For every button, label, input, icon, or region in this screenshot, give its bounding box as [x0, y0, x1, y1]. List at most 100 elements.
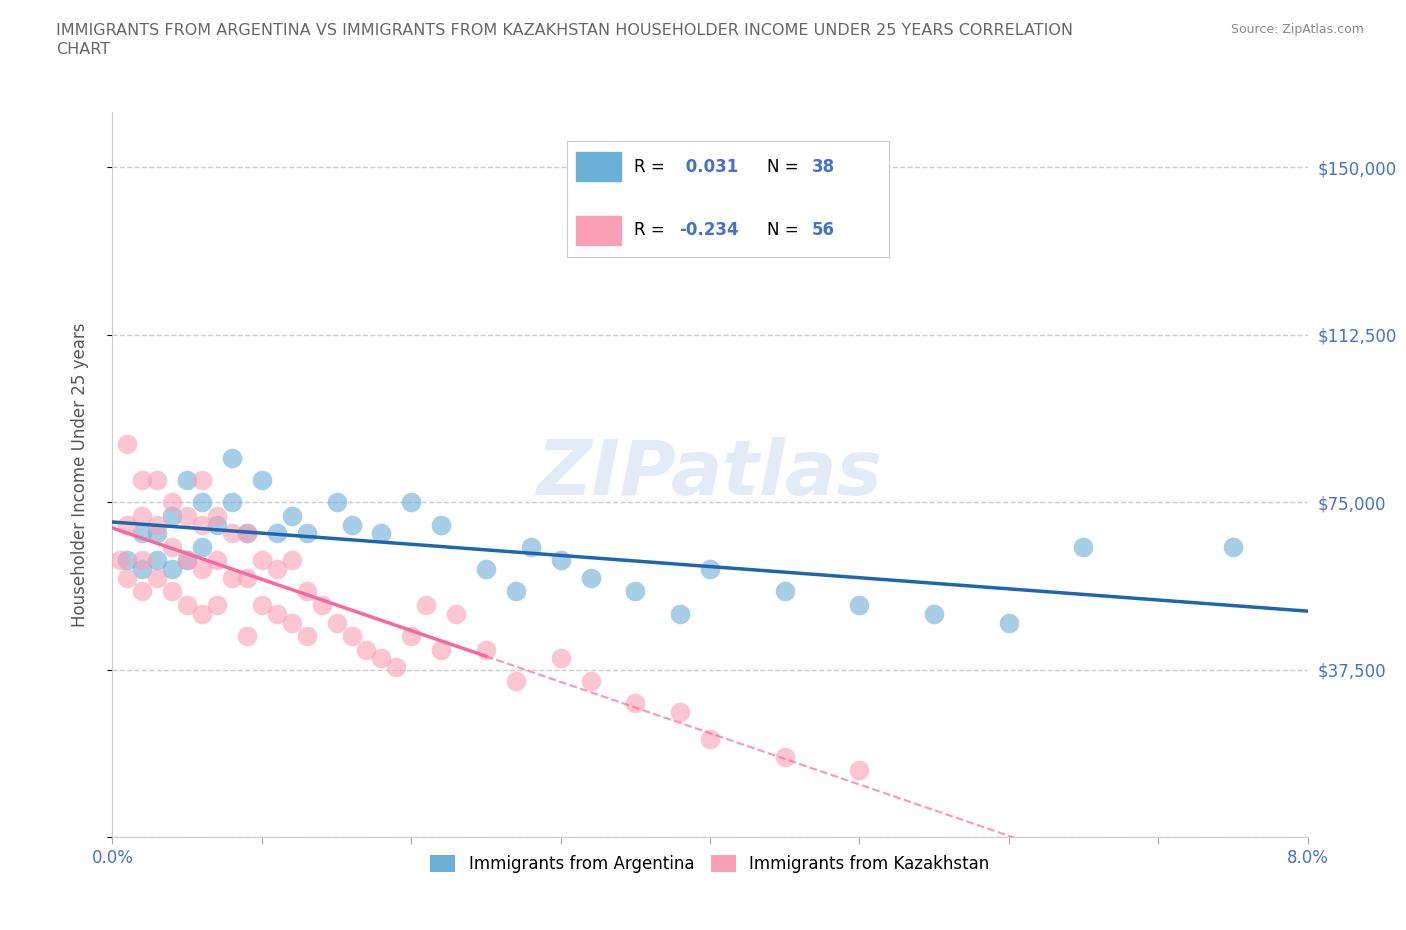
Point [295, 584, 318, 599]
Point [236, 571, 259, 586]
Point [250, 552, 273, 567]
Text: CHART: CHART [56, 42, 110, 57]
Point [266, 526, 288, 541]
Point [340, 629, 363, 644]
Point [131, 472, 153, 487]
Point [669, 606, 692, 621]
Point [415, 597, 437, 612]
Point [205, 508, 228, 523]
Point [401, 495, 423, 510]
Point [281, 552, 304, 567]
Point [176, 597, 198, 612]
Point [998, 616, 1021, 631]
Point [176, 552, 198, 567]
Text: Source: ZipAtlas.com: Source: ZipAtlas.com [1230, 23, 1364, 36]
Point [922, 606, 945, 621]
Point [162, 495, 183, 510]
Point [162, 584, 183, 599]
Point [1222, 539, 1244, 554]
Point [848, 597, 870, 612]
Point [266, 562, 288, 577]
Point [131, 584, 153, 599]
Point [191, 472, 214, 487]
Point [325, 616, 347, 631]
Point [370, 651, 392, 666]
Point [505, 584, 527, 599]
Point [108, 552, 131, 567]
Point [773, 584, 796, 599]
Point [520, 539, 543, 554]
Point [236, 629, 259, 644]
Point [117, 552, 139, 567]
Point [191, 562, 214, 577]
Point [146, 552, 169, 567]
Point [281, 508, 304, 523]
Point [311, 597, 333, 612]
Point [191, 539, 214, 554]
Point [117, 571, 139, 586]
Point [162, 562, 183, 577]
Point [385, 660, 408, 675]
Point [579, 673, 602, 688]
Point [236, 526, 259, 541]
Point [624, 696, 647, 711]
Text: ZIPatlas: ZIPatlas [537, 437, 883, 512]
Point [205, 597, 228, 612]
Point [370, 526, 392, 541]
Point [550, 552, 572, 567]
Text: IMMIGRANTS FROM ARGENTINA VS IMMIGRANTS FROM KAZAKHSTAN HOUSEHOLDER INCOME UNDER: IMMIGRANTS FROM ARGENTINA VS IMMIGRANTS … [56, 23, 1073, 38]
Point [250, 597, 273, 612]
Point [131, 562, 153, 577]
Legend: Immigrants from Argentina, Immigrants from Kazakhstan: Immigrants from Argentina, Immigrants fr… [423, 848, 997, 880]
Point [131, 526, 153, 541]
Point [176, 552, 198, 567]
Point [699, 562, 721, 577]
Point [266, 606, 288, 621]
Point [579, 571, 602, 586]
Point [221, 495, 243, 510]
Point [401, 629, 423, 644]
Point [146, 517, 169, 532]
Point [550, 651, 572, 666]
Point [221, 450, 243, 465]
Point [340, 517, 363, 532]
Point [191, 495, 214, 510]
Point [430, 517, 453, 532]
Point [669, 705, 692, 720]
Point [162, 508, 183, 523]
Point [146, 571, 169, 586]
Point [624, 584, 647, 599]
Point [475, 562, 498, 577]
Point [475, 642, 498, 657]
Point [146, 526, 169, 541]
Point [176, 472, 198, 487]
Point [205, 517, 228, 532]
Y-axis label: Householder Income Under 25 years: Householder Income Under 25 years [70, 322, 89, 627]
Point [295, 526, 318, 541]
Point [356, 642, 378, 657]
Point [444, 606, 467, 621]
Point [773, 750, 796, 764]
Point [205, 552, 228, 567]
Point [250, 472, 273, 487]
Point [162, 539, 183, 554]
Point [221, 571, 243, 586]
Point [131, 508, 153, 523]
Point [699, 731, 721, 746]
Point [117, 437, 139, 452]
Point [221, 526, 243, 541]
Point [146, 472, 169, 487]
Point [117, 517, 139, 532]
Point [295, 629, 318, 644]
Point [1073, 539, 1095, 554]
Point [131, 552, 153, 567]
Point [281, 616, 304, 631]
Point [430, 642, 453, 657]
Point [191, 606, 214, 621]
Point [325, 495, 347, 510]
Point [848, 763, 870, 777]
Point [191, 517, 214, 532]
Point [505, 673, 527, 688]
Point [236, 526, 259, 541]
Point [176, 508, 198, 523]
